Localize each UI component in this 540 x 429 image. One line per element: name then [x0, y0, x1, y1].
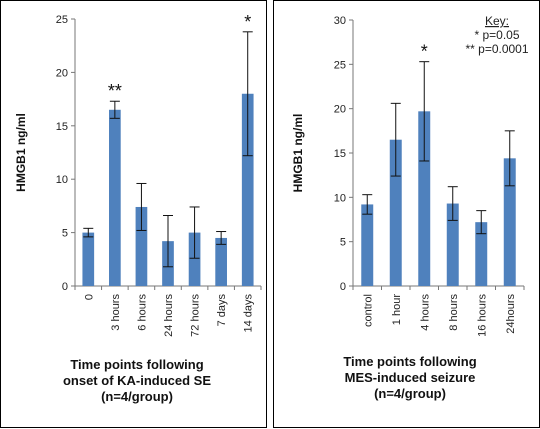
significance-marker: **: [108, 81, 122, 101]
y-tick-label: 15: [56, 121, 68, 133]
key-line: ** p=0.0001: [465, 42, 528, 56]
x-tick-label: 3 hours: [110, 294, 122, 331]
x-tick-label: 72 hours: [190, 294, 202, 337]
x-axis-title-line: Time points following: [343, 354, 476, 369]
significance-marker: *: [421, 42, 428, 62]
x-axis-title-line: (n=4/group): [101, 389, 173, 404]
bar: [188, 232, 201, 286]
x-tick-label: 1 hour: [391, 294, 403, 326]
y-axis-label: HMGB1 ng/ml: [291, 114, 305, 193]
x-tick-label: 6 hours: [136, 294, 148, 331]
x-axis-title-line: onset of KA-induced SE: [63, 373, 211, 388]
bar: [215, 237, 227, 286]
y-tick-label: 20: [334, 104, 346, 116]
x-tick-label: 8 hours: [448, 294, 460, 331]
x-tick-label: 14 days: [243, 294, 255, 333]
x-axis-title-line: MES-induced seizure: [345, 370, 476, 385]
y-tick-label: 30: [334, 15, 346, 27]
bar: [389, 139, 402, 286]
left-chart-panel: 0 5 10 15 20 25 HMGB1 ng/ml 0 ** 3 hours 6 hours 24…: [0, 0, 267, 428]
y-tick-label: 10: [334, 192, 346, 204]
key-line: * p=0.05: [474, 28, 519, 42]
x-axis-title-line: Time points following: [70, 357, 203, 372]
y-tick-label: 15: [334, 148, 346, 160]
bar: [475, 222, 488, 286]
y-tick-label: 25: [56, 14, 68, 26]
x-tick-label: 0: [83, 294, 95, 300]
x-tick-label: 24hours: [505, 294, 517, 334]
bar: [503, 158, 516, 286]
y-tick-label: 5: [62, 228, 68, 240]
x-tick-label: 4 hours: [419, 294, 431, 331]
bar: [446, 203, 459, 286]
y-tick-label: 0: [62, 281, 68, 293]
bar: [418, 111, 431, 287]
x-tick-label: control: [362, 294, 374, 327]
y-tick-label: 20: [56, 67, 68, 79]
y-axis-label: HMGB1 ng/ml: [14, 113, 28, 192]
right-chart-panel: 0 5 10 15 20 25 30 HMGB1 ng/ml control 1 hour * 4 h…: [273, 0, 540, 428]
x-tick-label: 24 hours: [163, 294, 175, 337]
bar: [241, 93, 254, 286]
y-tick-label: 10: [56, 174, 68, 186]
left-chart: 0 5 10 15 20 25 HMGB1 ng/ml 0 ** 3 hours 6 hours 24…: [14, 12, 262, 404]
x-axis-title-line: (n=4/group): [374, 386, 446, 401]
bar: [109, 109, 121, 286]
bar: [135, 206, 148, 286]
y-tick-label: 5: [340, 237, 346, 249]
bar: [82, 232, 95, 286]
right-chart: 0 5 10 15 20 25 30 HMGB1 ng/ml control 1 hour * 4 h…: [291, 14, 529, 401]
significance-marker: *: [244, 12, 251, 32]
x-tick-label: 16 hours: [476, 294, 488, 337]
key-title: Key:: [485, 14, 509, 28]
x-tick-label: 7 days: [216, 294, 228, 327]
y-tick-label: 0: [340, 281, 346, 293]
y-tick-label: 25: [334, 59, 346, 71]
bar: [361, 204, 374, 286]
